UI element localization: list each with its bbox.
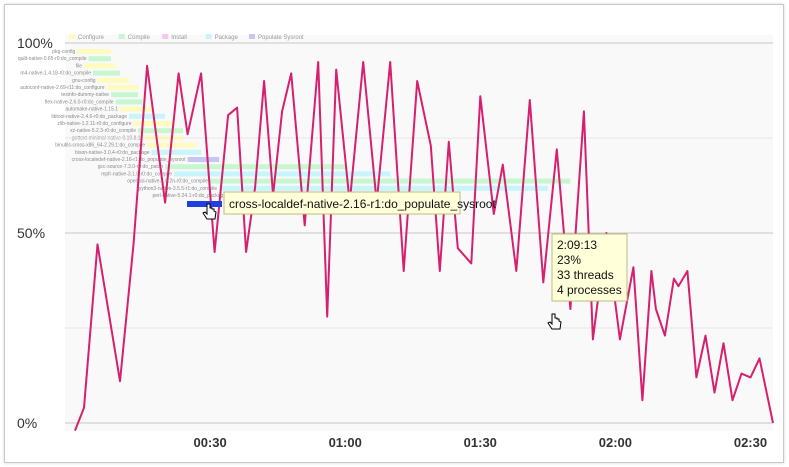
y-tick-label: 0%: [17, 415, 37, 431]
legend-swatch: [249, 34, 255, 39]
task-bar: [210, 178, 571, 184]
task-bar: [93, 70, 121, 76]
task-label-box: [223, 191, 461, 215]
legend-label: Configure: [78, 35, 105, 41]
timeline-chart[interactable]: Configure Compile Install Package Populate S…: [5, 5, 783, 462]
task-bar-label: texinfo-dummy-native: [61, 92, 109, 98]
task-bar-label: flex-native-2.6.0-r0:do_compile: [45, 99, 114, 105]
tooltip-box: [551, 233, 628, 302]
task-bar-label: perl-native-5.24.1-r0:do_package: [152, 193, 226, 199]
task-bar: [187, 157, 220, 162]
task-bar-label: python3-native-3.5.5-r1:do_compile: [138, 186, 217, 192]
legend-label: Install: [171, 35, 187, 41]
x-tick-label: 02:00: [599, 435, 632, 450]
legend-label: Populate Sysroot: [258, 35, 304, 41]
task-bar: [129, 113, 166, 119]
task-bar: [88, 56, 112, 62]
pointer-cursor-icon: [547, 313, 562, 330]
hand-cursor-icon: [202, 203, 217, 220]
task-bar: [151, 149, 202, 155]
task-bar: [106, 85, 139, 90]
tooltip-threads: 33 threads: [557, 268, 614, 282]
x-axis: 00:30 01:00 01:30 02:00 02:30: [193, 435, 767, 450]
task-bar: [138, 128, 184, 134]
task-bar: [219, 185, 548, 191]
task-bar: [120, 106, 152, 112]
task-bar-label: file: [76, 63, 83, 69]
task-bar-label: gcc-source-7.3.0-r0:do_patch: [98, 164, 164, 170]
tooltip-time: 2:09:13: [557, 238, 597, 252]
task-bar-label: gnu-config: [72, 78, 96, 84]
legend-label: Package: [215, 35, 239, 41]
legend-swatch: [69, 34, 75, 39]
tooltip-percent: 23%: [557, 253, 581, 267]
task-bar: [77, 49, 112, 54]
task-bar: [84, 63, 116, 69]
task-bar-label: mpfr-native-3.1.5-r0:do_compile: [101, 171, 172, 177]
legend-swatch: [205, 34, 212, 39]
x-tick-label: 01:00: [329, 435, 362, 450]
legend-swatch: [162, 34, 169, 39]
task-bar-label: quilt-native-0.65-r0:do_compile: [18, 56, 87, 62]
task-bar-label: pkg-config: [52, 49, 75, 55]
task-bar: [174, 171, 391, 177]
y-tick-label: 100%: [17, 35, 53, 51]
task-bar-label: automake-native-1.15.1: [65, 107, 118, 113]
highlighted-task-bar[interactable]: [187, 201, 222, 207]
legend-label: Compile: [128, 35, 151, 41]
hover-task-highlight: cross-localdef-native-2.16-r1:do_populat…: [187, 191, 496, 215]
legend-swatch: [118, 34, 125, 39]
task-bar-label: m4-native-1.4.18-r0:do_compile: [20, 71, 91, 77]
grid: [65, 42, 773, 424]
chart-frame: Configure Compile Install Package Populate S…: [4, 4, 784, 463]
task-bar: [97, 77, 130, 83]
tooltip-processes: 4 processes: [557, 283, 622, 297]
x-tick-label: 02:30: [734, 435, 767, 450]
task-bar: [165, 164, 346, 170]
task-bar-label: bison-native-3.0.4-r0:do_package: [75, 150, 150, 156]
x-tick-label: 01:30: [464, 435, 497, 450]
task-bar-label: xz-native-5.2.3-r0:do_compile: [70, 128, 136, 134]
task-bar: [115, 99, 143, 105]
x-tick-label: 00:30: [193, 435, 226, 450]
task-bar-label: autoconf-native-2.69-r11:do_configure: [20, 85, 105, 91]
y-tick-label: 50%: [17, 225, 45, 241]
legend: Configure Compile Install Package Populate S…: [69, 34, 304, 41]
tooltip: 2:09:13 23% 33 threads 4 processes: [551, 233, 628, 302]
task-bar: [111, 92, 139, 98]
task-bar-label: libtool-native-2.4.6-r0:do_package: [51, 114, 127, 120]
y-axis: 100% 50% 0%: [17, 35, 53, 431]
task-bars: pkg-configquilt-native-0.65-r0:do_compil…: [18, 49, 571, 199]
task-bar-label: zlib-native-1.2.11-r0:do_configure: [57, 121, 131, 127]
task-bar-label: binutils-cross-x86_64-2.29.1:do_compile: [55, 143, 145, 149]
task-label-text: cross-localdef-native-2.16-r1:do_populat…: [229, 197, 496, 211]
task-bar-label: cross-localedef-native-2.16-r1:do_popula…: [72, 157, 187, 163]
